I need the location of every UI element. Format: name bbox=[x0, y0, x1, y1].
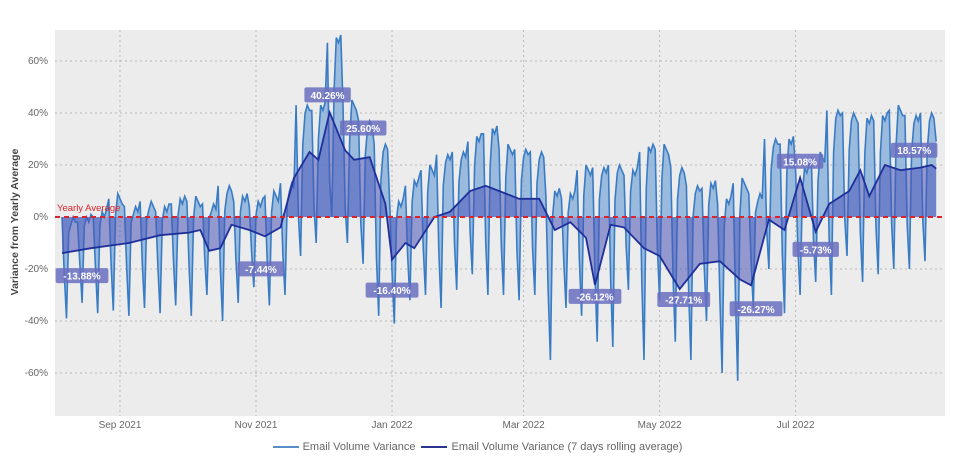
data-label: 15.08% bbox=[776, 153, 824, 169]
data-label: -26.12% bbox=[568, 288, 622, 304]
legend-item-daily[interactable]: Email Volume Variance bbox=[272, 441, 416, 453]
y-tick-label: -20% bbox=[25, 264, 48, 275]
data-label-text: 25.60% bbox=[346, 124, 380, 135]
data-label-box bbox=[776, 153, 824, 169]
data-label-box bbox=[890, 142, 938, 158]
data-label-text: 15.08% bbox=[783, 157, 817, 168]
data-label-box bbox=[729, 301, 783, 317]
data-label: 25.60% bbox=[340, 120, 387, 136]
data-label-box bbox=[657, 292, 711, 308]
legend-swatch-rolling bbox=[421, 446, 448, 448]
data-label-text: -7.44% bbox=[245, 265, 277, 276]
y-tick-label: 0% bbox=[34, 212, 49, 223]
data-label: 18.57% bbox=[890, 142, 938, 158]
y-tick-label: 60% bbox=[28, 56, 48, 67]
data-label: -27.71% bbox=[657, 292, 711, 308]
data-label-text: -26.27% bbox=[737, 305, 774, 316]
data-label-box bbox=[568, 288, 622, 304]
data-label-text: 18.57% bbox=[897, 146, 931, 157]
x-tick-label: Mar 2022 bbox=[502, 420, 545, 431]
y-tick-label: 40% bbox=[28, 108, 48, 119]
y-tick-label: 20% bbox=[28, 160, 48, 171]
legend: Email Volume Variance Email Volume Varia… bbox=[0, 441, 955, 453]
data-label: 40.26% bbox=[304, 87, 351, 103]
rolling-average-line bbox=[61, 109, 937, 291]
data-label-text: 40.26% bbox=[311, 91, 345, 102]
yearly-average-label: Yearly Average bbox=[57, 203, 120, 214]
data-label-box bbox=[237, 261, 285, 277]
data-label: -7.44% bbox=[237, 261, 285, 277]
daily-variance-line bbox=[61, 34, 937, 381]
data-label-text: -26.12% bbox=[576, 292, 613, 303]
x-tick-label: Jan 2022 bbox=[371, 420, 413, 431]
data-label-text: -16.40% bbox=[373, 286, 410, 297]
data-label-text: -13.88% bbox=[63, 272, 100, 283]
data-label: -26.27% bbox=[729, 301, 783, 317]
rolling-average-area bbox=[62, 112, 937, 289]
x-tick-label: Jul 2022 bbox=[777, 420, 815, 431]
x-tick-label: May 2022 bbox=[638, 420, 682, 431]
data-label-text: -27.71% bbox=[665, 296, 702, 307]
x-tick-label: Nov 2021 bbox=[235, 420, 278, 431]
data-label: -16.40% bbox=[365, 282, 419, 298]
data-label: -5.73% bbox=[792, 241, 839, 257]
y-tick-label: -60% bbox=[25, 368, 48, 379]
legend-label-rolling: Email Volume Variance (7 days rolling av… bbox=[451, 441, 683, 453]
legend-label-daily: Email Volume Variance bbox=[302, 441, 416, 453]
legend-swatch-daily bbox=[272, 446, 299, 448]
y-tick-label: -40% bbox=[25, 316, 48, 327]
data-label-box bbox=[792, 241, 839, 257]
data-label-box bbox=[365, 282, 419, 298]
line-chart: Yearly Average -13.88% -7.44% 40.26% 25.60%… bbox=[9, 30, 945, 431]
x-tick-label: Sep 2021 bbox=[99, 420, 142, 431]
y-axis-title: Variance from Yearly Average bbox=[9, 148, 21, 295]
data-label-box bbox=[304, 87, 351, 103]
data-label-box bbox=[55, 268, 109, 284]
data-label: -13.88% bbox=[55, 268, 109, 284]
data-label-text: -5.73% bbox=[800, 245, 832, 256]
legend-item-rolling[interactable]: Email Volume Variance (7 days rolling av… bbox=[421, 441, 682, 453]
data-label-box bbox=[340, 120, 387, 136]
